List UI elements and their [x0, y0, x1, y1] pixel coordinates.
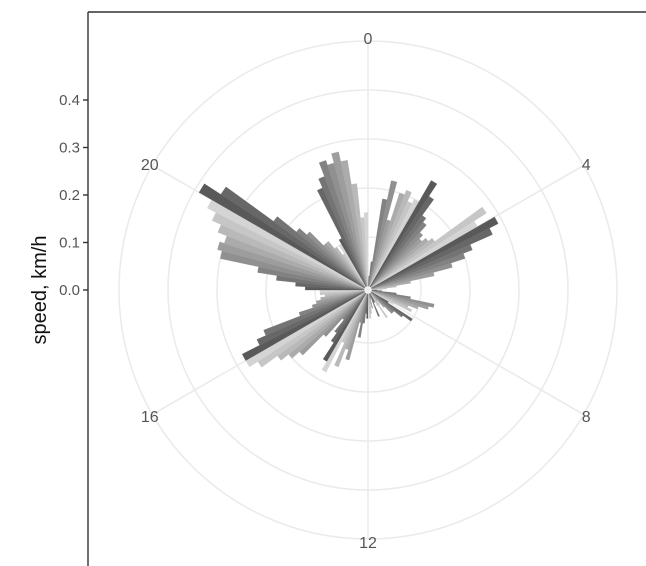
hour-tick-label: 8	[582, 409, 591, 426]
hour-tick-labels: 0 4 8 12 16 20	[141, 31, 591, 552]
polar-gridlines	[118, 40, 618, 540]
radial-tick-label: 0.3	[59, 140, 80, 157]
y-axis-title: speed, km/h	[29, 236, 51, 345]
hour-tick-label: 16	[141, 409, 159, 426]
radial-tick-label: 0.2	[59, 187, 80, 204]
hour-tick-label: 20	[141, 157, 159, 174]
hour-tick-label: 0	[364, 31, 373, 48]
radial-tick-label: 0.0	[59, 282, 80, 299]
radial-tick-label: 0.1	[59, 235, 80, 252]
radial-axis: 0.0 0.1 0.2 0.3 0.4	[59, 11, 646, 566]
radial-tick-label: 0.4	[59, 92, 80, 109]
speed-bar-119	[363, 212, 369, 287]
grid-spoke-2	[367, 289, 585, 416]
hour-tick-label: 12	[359, 535, 377, 552]
hour-tick-label: 4	[582, 157, 591, 174]
speed-bars	[198, 151, 499, 373]
